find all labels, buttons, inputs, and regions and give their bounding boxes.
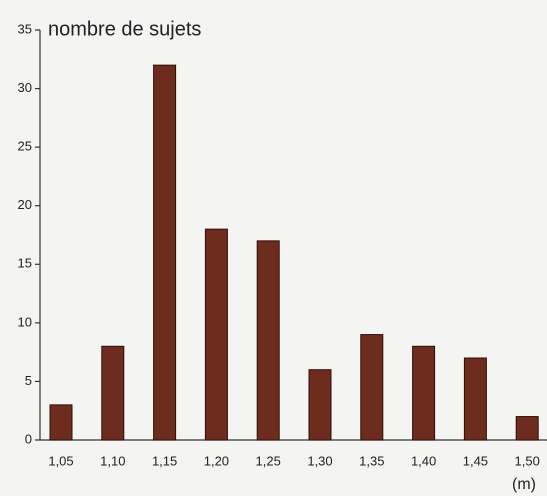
bar [360, 334, 384, 441]
y-axis-title: nombre de sujets [48, 18, 201, 40]
y-tick-label: 0 [25, 431, 32, 446]
x-tick-label: 1,45 [463, 453, 488, 468]
x-tick-label: 1,35 [359, 453, 384, 468]
bar [153, 64, 177, 441]
y-tick-label: 10 [18, 314, 32, 329]
y-tick-label: 30 [18, 80, 32, 95]
x-tick-label: 1,15 [152, 453, 177, 468]
bar [204, 228, 228, 441]
x-tick-label: 1,40 [411, 453, 436, 468]
bar [101, 345, 125, 441]
bar [412, 345, 436, 441]
y-tick-label: 35 [18, 21, 32, 36]
x-tick-label: 1,30 [307, 453, 332, 468]
x-axis-title: (m) [512, 476, 536, 493]
bar [308, 369, 332, 441]
x-tick-label: 1,20 [204, 453, 229, 468]
x-tick-label: 1,05 [48, 453, 73, 468]
y-tick-label: 15 [18, 256, 32, 271]
x-tick-label: 1,25 [256, 453, 281, 468]
bar [515, 416, 539, 441]
y-tick-label: 5 [25, 373, 32, 388]
x-tick-label: 1,50 [515, 453, 540, 468]
bar [256, 240, 280, 441]
x-tick-label: 1,10 [100, 453, 125, 468]
y-tick-label: 25 [18, 139, 32, 154]
bar [463, 357, 487, 441]
y-tick-label: 20 [18, 197, 32, 212]
bar [49, 404, 73, 441]
